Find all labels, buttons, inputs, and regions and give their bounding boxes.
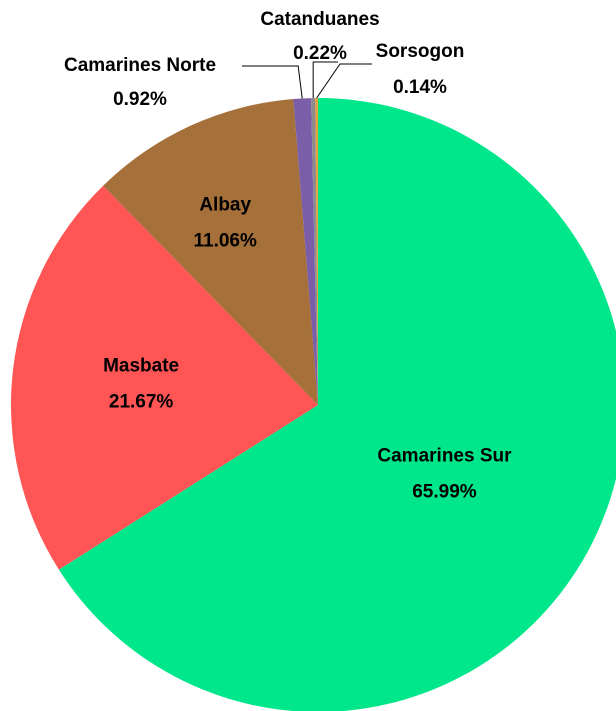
slice-value-label: 21.67% <box>109 392 174 413</box>
leader-line <box>242 65 303 99</box>
slice-label: Camarines Norte <box>64 55 216 76</box>
slice-label: Camarines Sur <box>377 445 512 466</box>
slice-label: Sorsogon <box>376 41 465 62</box>
slice-value-label: 11.06% <box>193 230 256 251</box>
slice-label: Albay <box>199 194 251 215</box>
slice-label: Masbate <box>103 356 179 377</box>
pie-slice <box>103 98 318 406</box>
slice-value-label: 0.22% <box>293 43 347 64</box>
pie-slice <box>315 98 318 405</box>
pie-slice <box>293 98 318 405</box>
slice-value-label: 65.99% <box>412 481 477 502</box>
pie-slice <box>58 98 616 711</box>
pie-slice <box>11 185 318 570</box>
leader-line <box>312 61 338 99</box>
leader-line <box>316 63 372 99</box>
slice-value-label: 0.14% <box>393 77 447 98</box>
slice-label: Catanduanes <box>260 9 379 30</box>
pie-slice <box>311 98 318 406</box>
slice-value-label: 0.92% <box>113 89 167 110</box>
